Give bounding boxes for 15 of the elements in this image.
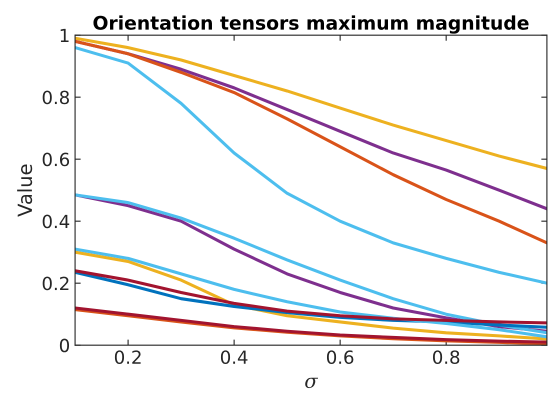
line-series — [75, 46, 547, 285]
y-tick-label: 0.8 — [42, 90, 69, 104]
x-tick-label: 0.8 — [433, 350, 460, 364]
line-series — [75, 40, 547, 244]
y-tick-label: 0.6 — [42, 152, 70, 166]
y-tick-label: 0 — [60, 338, 70, 352]
y-tick-label: 1 — [60, 28, 69, 42]
x-tick-label: 0.4 — [220, 350, 248, 364]
chart-title: Orientation tensors maximum magnitude — [93, 15, 529, 34]
y-tick-label: 0.4 — [42, 214, 70, 228]
x-axis-title: σ — [305, 378, 318, 388]
y-tick-label: 0.2 — [42, 276, 68, 290]
x-tick-label: 0.2 — [114, 350, 141, 364]
x-tick-label: 0.6 — [326, 350, 354, 364]
y-axis-title: Value — [17, 164, 32, 217]
